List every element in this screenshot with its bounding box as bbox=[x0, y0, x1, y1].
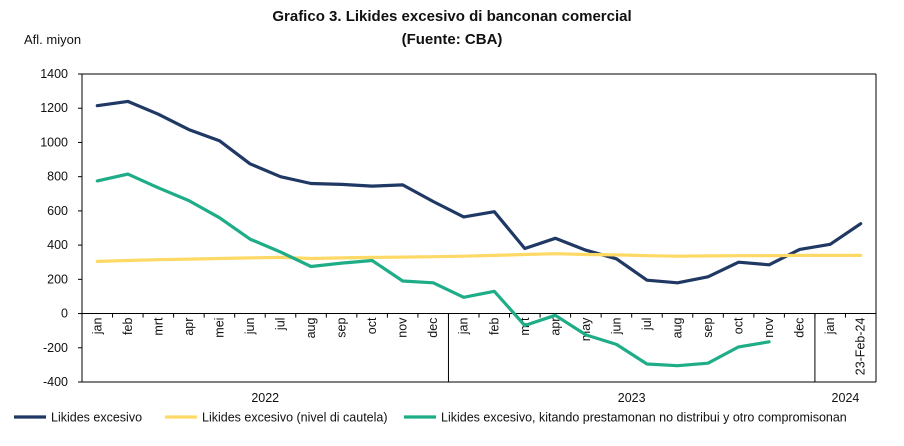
y-tick-label: 600 bbox=[47, 204, 68, 218]
y-tick-label: 800 bbox=[47, 170, 68, 184]
y-tick-label: 0 bbox=[61, 307, 68, 321]
x-tick-label: jan bbox=[823, 318, 837, 336]
y-tick-label: 400 bbox=[47, 238, 68, 252]
x-tick-label: oct bbox=[365, 317, 379, 334]
x-tick-label: mei bbox=[212, 318, 226, 338]
y-tick-label: 1200 bbox=[40, 101, 68, 115]
x-tick-label: jan bbox=[457, 318, 471, 336]
x-tick-label: dec bbox=[793, 318, 807, 338]
x-tick-label: jul bbox=[640, 318, 654, 332]
chart-title: Grafico 3. Likides excesivo di banconan … bbox=[272, 8, 632, 25]
year-label: 2024 bbox=[832, 391, 860, 405]
x-tick-label: aug bbox=[304, 318, 318, 339]
x-tick-label: sep bbox=[701, 318, 715, 338]
x-tick-label: aug bbox=[671, 318, 685, 339]
x-tick-label: jun bbox=[609, 318, 623, 336]
x-tick-label: dec bbox=[426, 318, 440, 338]
series-line-1 bbox=[95, 99, 863, 285]
series-line-2 bbox=[95, 252, 863, 263]
chart-subtitle: (Fuente: CBA) bbox=[401, 31, 503, 48]
x-tick-label: mrt bbox=[151, 317, 165, 336]
legend-label-1: Likides excesivo bbox=[51, 411, 142, 425]
x-tick-label: jan bbox=[90, 318, 104, 336]
legend-label-3: Likides excesivo, kitando prestamonan no… bbox=[441, 411, 847, 425]
legend-label-2: Likides excesivo (nivel di cautela) bbox=[202, 411, 388, 425]
y-tick-label: 1000 bbox=[40, 135, 68, 149]
x-tick-label: nov bbox=[762, 317, 776, 338]
x-tick-label: sep bbox=[335, 318, 349, 338]
x-tick-label: apr bbox=[182, 318, 196, 336]
y-tick-label: 200 bbox=[47, 272, 68, 286]
year-label: 2023 bbox=[618, 391, 646, 405]
y-tick-label: -400 bbox=[43, 375, 68, 389]
x-tick-label: oct bbox=[732, 317, 746, 334]
y-axis-unit-label: Afl. miyon bbox=[24, 32, 82, 47]
x-tick-label: nov bbox=[396, 317, 410, 338]
series-line-3 bbox=[95, 172, 771, 368]
x-tick-label: feb bbox=[487, 318, 501, 335]
x-tick-label: 23-Feb-24 bbox=[854, 318, 868, 376]
x-tick-label: apr bbox=[548, 318, 562, 336]
x-tick-label: feb bbox=[121, 318, 135, 335]
x-tick-label: jul bbox=[274, 318, 288, 332]
x-tick-label: jun bbox=[243, 318, 257, 336]
year-label: 2022 bbox=[251, 391, 279, 405]
y-tick-label: -200 bbox=[43, 341, 68, 355]
y-tick-label: 1400 bbox=[40, 67, 68, 81]
